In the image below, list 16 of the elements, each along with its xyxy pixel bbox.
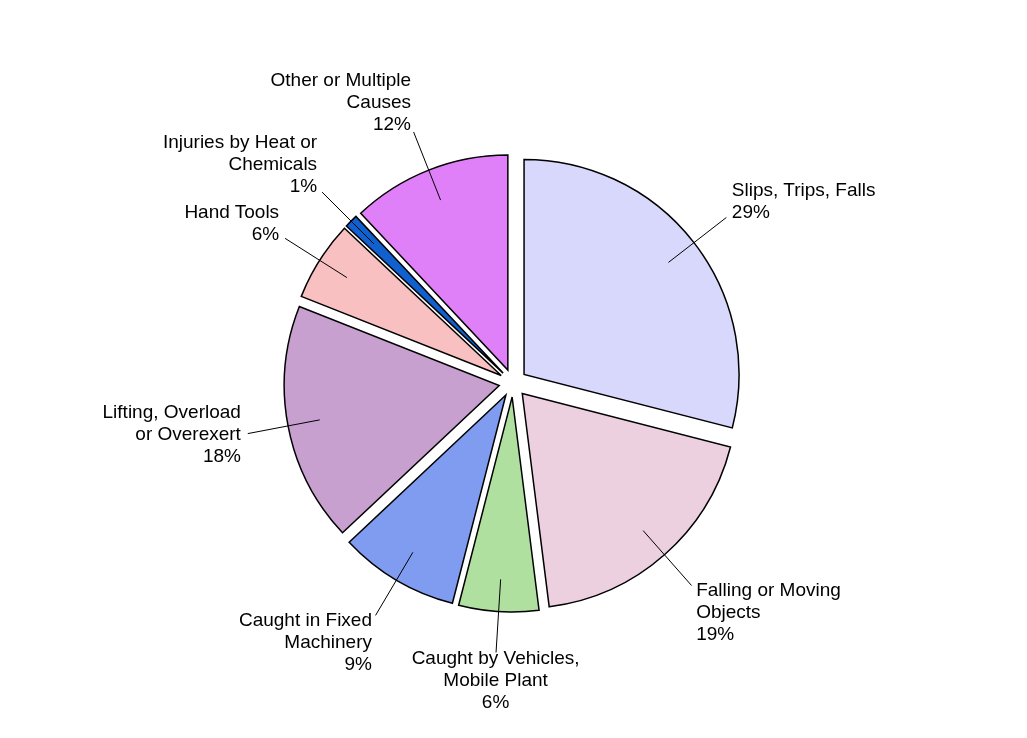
slice-label: Other or Multiple Causes	[270, 69, 412, 113]
data-label: 12%	[373, 113, 412, 135]
data-label: 1%	[289, 175, 318, 197]
slice-label: Caught by Vehicles, Mobile Plant	[411, 647, 580, 691]
slice-label: Falling or Moving Objects	[696, 578, 841, 622]
slice-label: Lifting, Overload or Overexert	[102, 400, 242, 444]
data-label: 18%	[202, 444, 242, 466]
data-label: 29%	[731, 201, 771, 223]
slice-label: Injuries by Heat or Chemicals	[162, 131, 318, 175]
data-label: 6%	[251, 222, 280, 244]
data-label: 6%	[481, 691, 510, 713]
slice-label: Slips, Trips, Falls	[731, 179, 876, 201]
data-label: 9%	[344, 653, 373, 675]
data-label: 19%	[696, 622, 735, 644]
slice-label: Hand Tools	[184, 200, 280, 222]
slice-label: Caught in Fixed Machinery	[238, 609, 373, 653]
